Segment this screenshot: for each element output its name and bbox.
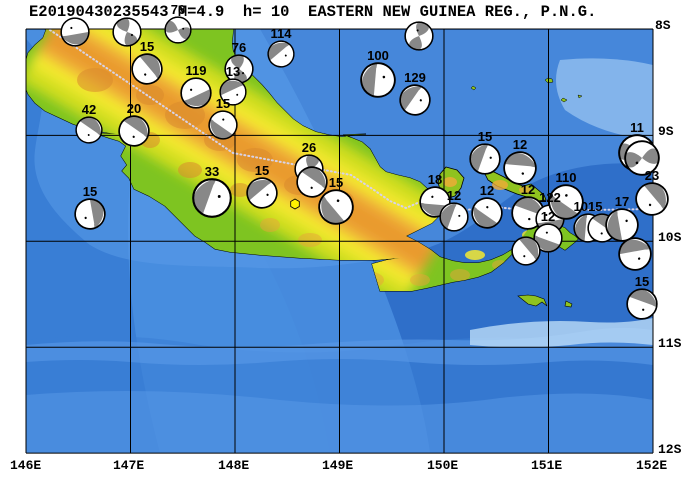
svg-text:15: 15	[478, 129, 492, 144]
svg-text:12: 12	[447, 188, 461, 203]
svg-text:15: 15	[83, 184, 97, 199]
svg-text:12: 12	[541, 209, 555, 224]
svg-text:11: 11	[630, 120, 644, 135]
svg-text:26: 26	[302, 140, 316, 155]
svg-text:23: 23	[645, 168, 659, 183]
svg-text:15: 15	[216, 96, 230, 111]
svg-text:15: 15	[635, 274, 649, 289]
svg-text:12: 12	[513, 137, 527, 152]
svg-text:17: 17	[615, 194, 629, 209]
svg-text:33: 33	[205, 164, 219, 179]
svg-text:12: 12	[521, 182, 535, 197]
svg-text:13: 13	[226, 64, 240, 79]
svg-text:15: 15	[140, 39, 154, 54]
svg-text:18: 18	[428, 172, 442, 187]
svg-text:15: 15	[255, 163, 269, 178]
svg-text:114: 114	[271, 26, 293, 41]
svg-text:20: 20	[127, 101, 141, 116]
svg-text:1015: 1015	[574, 199, 603, 214]
svg-text:129: 129	[404, 70, 426, 85]
svg-text:100: 100	[367, 48, 389, 63]
svg-text:42: 42	[82, 102, 96, 117]
svg-text:12: 12	[480, 183, 494, 198]
svg-text:76: 76	[232, 40, 246, 55]
svg-text:119: 119	[186, 63, 207, 78]
svg-text:122: 122	[539, 190, 561, 205]
svg-text:110: 110	[556, 170, 577, 185]
svg-text:15: 15	[329, 175, 343, 190]
